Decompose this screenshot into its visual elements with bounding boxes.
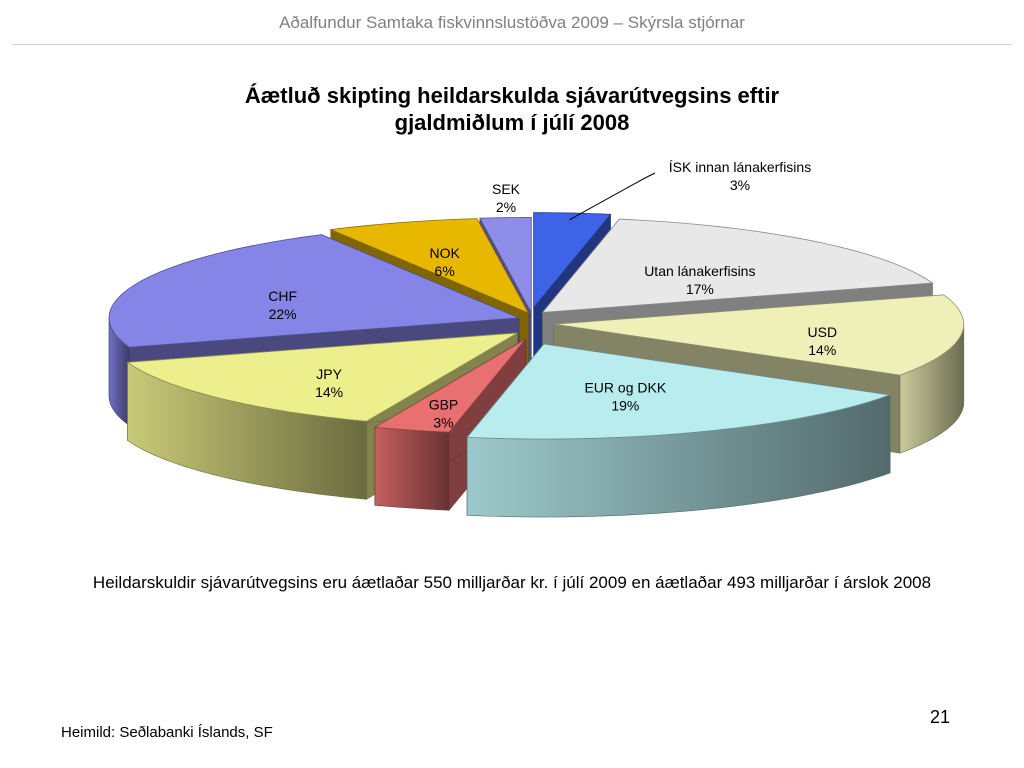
chart-caption: Heildarskuldir sjávarútvegsins eru áætla… [92, 573, 932, 592]
slice-label: NOK [429, 245, 460, 261]
source-note: Heimild: Seðlabanki Íslands, SF [61, 724, 273, 741]
slice-label: SEK [492, 181, 521, 197]
slice-value-label: 3% [433, 415, 453, 431]
slice-label: ÍSK innan lánakerfisins [669, 159, 811, 175]
slice-value-label: 6% [435, 263, 455, 279]
slice-label: CHF [268, 288, 297, 304]
pie-slices [108, 212, 965, 518]
slice-value-label: 14% [315, 384, 343, 400]
slide-header: Aðalfundur Samtaka fiskvinnslustöðva 200… [279, 13, 745, 32]
chart-title-line-2: gjaldmiðlum í júlí 2008 [394, 110, 630, 135]
slice-side [374, 426, 450, 511]
slice-label: JPY [316, 366, 342, 382]
slice-value-label: 14% [808, 342, 836, 358]
chart-title-line-1: Áætluð skipting heildarskulda sjávarútve… [244, 83, 780, 108]
pie-slice-3 [466, 343, 891, 518]
slice-top [553, 294, 965, 376]
chart-title: Áætluð skipting heildarskulda sjávarútve… [162, 82, 862, 136]
slice-value-label: 19% [611, 398, 639, 414]
pie-chart: Utan lánakerfisins 17% USD 14% EUR og DKK 19%… [108, 159, 965, 518]
slice-label: Utan lánakerfisins [644, 263, 755, 279]
pie-labels: Utan lánakerfisins 17% USD 14% EUR og DKK 19%… [268, 159, 837, 431]
slice-top [373, 338, 527, 433]
slice-top [466, 343, 891, 440]
slice-value-label: 17% [686, 281, 714, 297]
slice-label: USD [808, 324, 838, 340]
slice-value-label: 3% [730, 177, 750, 193]
slice-value-label: 2% [496, 199, 516, 215]
slice-top [108, 234, 520, 348]
page-number: 21 [930, 707, 951, 727]
slice-label: GBP [429, 397, 459, 413]
header-divider [12, 44, 1012, 45]
slice-top [541, 218, 934, 313]
slice-label: EUR og DKK [584, 380, 666, 396]
slice-top [533, 212, 612, 309]
slice-top [329, 218, 530, 314]
slice-top [479, 217, 532, 313]
slice-top [126, 332, 518, 422]
leader-line [569, 172, 656, 221]
slice-value-label: 22% [269, 306, 297, 322]
